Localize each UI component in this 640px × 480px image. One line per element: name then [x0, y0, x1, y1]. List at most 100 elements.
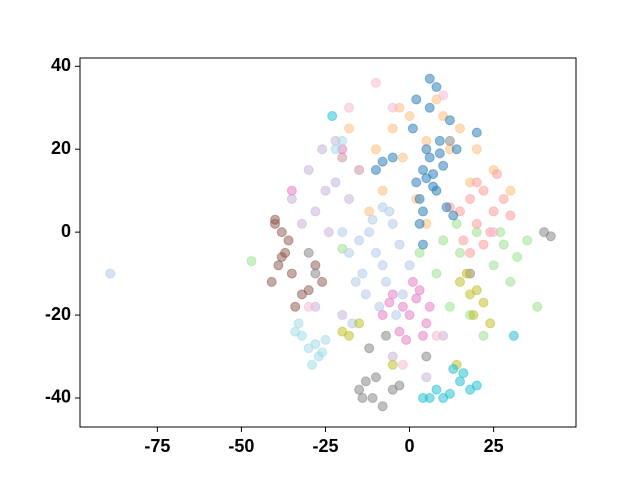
scatter-point	[417, 330, 428, 341]
scatter-point	[377, 310, 388, 321]
scatter-point	[317, 276, 328, 287]
scatter-point	[387, 289, 398, 300]
y-tick-label: -40	[45, 387, 71, 407]
scatter-point	[505, 185, 516, 196]
scatter-point	[387, 123, 398, 134]
y-tick-label: 0	[61, 221, 71, 241]
scatter-point	[384, 297, 395, 308]
scatter-point	[377, 260, 388, 271]
scatter-point	[310, 268, 321, 279]
scatter-point	[290, 326, 301, 337]
scatter-point	[411, 94, 422, 105]
scatter-point	[431, 268, 442, 279]
scatter-point	[471, 285, 482, 296]
scatter-point	[397, 359, 408, 370]
scatter-point	[444, 115, 455, 126]
scatter-point	[377, 156, 388, 167]
scatter-point	[421, 318, 432, 329]
scatter-point	[448, 363, 459, 374]
scatter-point	[471, 177, 482, 188]
scatter-point	[394, 380, 405, 391]
scatter-point	[286, 268, 297, 279]
scatter-point	[286, 193, 297, 204]
scatter-point	[417, 164, 428, 175]
scatter-point	[471, 218, 482, 229]
scatter-point	[327, 111, 338, 122]
scatter-point	[381, 276, 392, 287]
scatter-point	[344, 102, 355, 113]
scatter-point	[478, 297, 489, 308]
scatter-point	[337, 135, 348, 146]
scatter-point	[320, 334, 331, 345]
scatter-point	[364, 343, 375, 354]
scatter-point	[397, 301, 408, 312]
axes-frame	[79, 57, 577, 428]
scatter-point	[394, 326, 405, 337]
scatter-point	[471, 227, 482, 238]
scatter-point	[330, 144, 341, 155]
scatter-point	[377, 202, 388, 213]
scatter-point	[266, 276, 277, 287]
scatter-point	[357, 268, 368, 279]
scatter-point	[276, 252, 287, 263]
scatter-point	[522, 235, 533, 246]
y-tick-label: -20	[45, 304, 71, 324]
scatter-point	[488, 227, 499, 238]
scatter-point	[458, 368, 469, 379]
scatter-point	[367, 392, 378, 403]
scatter-point	[471, 127, 482, 138]
scatter-point	[411, 177, 422, 188]
scatter-point	[454, 376, 465, 387]
scatter-point	[303, 247, 314, 258]
scatter-point	[337, 310, 348, 321]
scatter-point	[290, 301, 301, 312]
scatter-point	[354, 164, 365, 175]
x-tick-label: -50	[228, 436, 254, 456]
scatter-point	[417, 206, 428, 217]
scatter-point	[330, 177, 341, 188]
scatter-point	[377, 185, 388, 196]
scatter-point	[370, 77, 381, 88]
scatter-point	[303, 301, 314, 312]
x-tick-label: -75	[144, 436, 170, 456]
scatter-point	[360, 376, 371, 387]
scatter-point	[512, 252, 523, 263]
scatter-point	[431, 82, 442, 93]
scatter-point	[491, 169, 502, 180]
scatter-point	[428, 181, 439, 192]
scatter-point	[421, 135, 432, 146]
scatter-point	[344, 123, 355, 134]
scatter-point	[310, 206, 321, 217]
scatter-point	[434, 148, 445, 159]
scatter-point	[303, 285, 314, 296]
scatter-point	[465, 193, 476, 204]
scatter-point	[471, 144, 482, 155]
scatter-point	[438, 235, 449, 246]
scatter-point	[360, 289, 371, 300]
scatter-point	[434, 135, 445, 146]
scatter-point	[310, 339, 321, 350]
x-tick-label: 25	[484, 436, 504, 456]
scatter-point	[421, 351, 432, 362]
scatter-point	[414, 193, 425, 204]
scatter-point	[374, 301, 385, 312]
scatter-point	[498, 193, 509, 204]
scatter-point	[310, 260, 321, 271]
scatter-point	[367, 214, 378, 225]
plot-area	[105, 73, 556, 412]
scatter-point	[283, 235, 294, 246]
scatter-point	[414, 218, 425, 229]
scatter-point	[505, 210, 516, 221]
scatter-point	[276, 227, 287, 238]
scatter-point	[387, 102, 398, 113]
scatter-point	[397, 289, 408, 300]
y-tick-label: 40	[51, 55, 71, 75]
scatter-point	[417, 239, 428, 250]
scatter-point	[323, 227, 334, 238]
scatter-point	[387, 218, 398, 229]
scatter-point	[441, 202, 452, 213]
scatter-point	[381, 330, 392, 341]
scatter-point	[508, 330, 519, 341]
scatter-point	[370, 372, 381, 383]
scatter-point	[354, 384, 365, 395]
